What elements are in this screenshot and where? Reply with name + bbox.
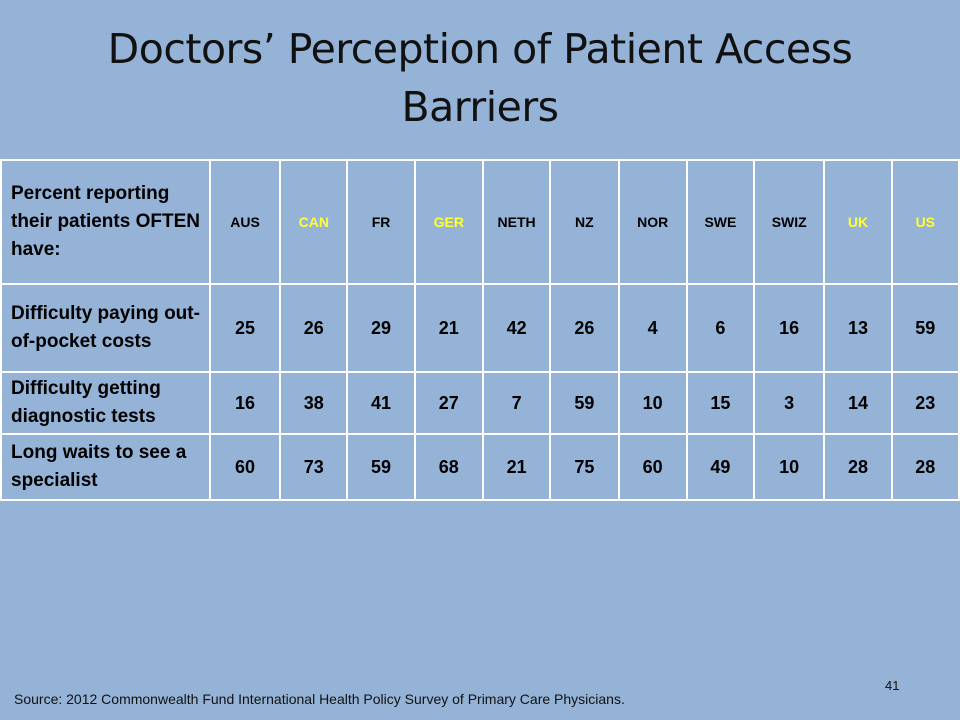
access-barriers-table: Percent reporting their patients OFTEN h… [0,159,960,501]
column-header: FR [346,159,416,285]
table-cell: 7 [481,371,552,435]
table-cell: 26 [279,283,349,373]
table-cell: 59 [890,283,960,373]
column-header: AUS [208,159,282,285]
table-cell: 28 [890,433,960,501]
table-cell: 60 [208,433,282,501]
column-header: US [890,159,960,285]
table-cell: 68 [413,433,484,501]
table-row: Long waits to see a specialist 60 73 59 … [0,433,960,501]
column-header: GER [413,159,484,285]
table-cell: 16 [753,283,826,373]
slide-title-line-1: Doctors’ Perception of Patient Access [107,25,853,73]
table-cell: 41 [346,371,416,435]
table-cell: 6 [685,283,756,373]
slide-title-line-2: Barriers [401,83,559,131]
column-header: NZ [549,159,620,285]
table-cell: 14 [823,371,893,435]
table-cell: 59 [346,433,416,501]
table-cell: 75 [549,433,620,501]
table-cell: 60 [617,433,688,501]
column-header: SWIZ [753,159,826,285]
table-cell: 23 [890,371,960,435]
header-label-cell: Percent reporting their patients OFTEN h… [0,159,211,285]
column-header: NETH [481,159,552,285]
slide-title: Doctors’ Perception of Patient Access Ba… [0,20,960,136]
table-cell: 10 [753,433,826,501]
source-note: Source: 2012 Commonwealth Fund Internati… [14,691,625,707]
table-cell: 16 [208,371,282,435]
table-cell: 15 [685,371,756,435]
table-cell: 25 [208,283,282,373]
table-cell: 27 [413,371,484,435]
table-cell: 13 [823,283,893,373]
table-cell: 21 [413,283,484,373]
table-cell: 59 [549,371,620,435]
column-header: UK [823,159,893,285]
table-cell: 3 [753,371,826,435]
table-cell: 10 [617,371,688,435]
table-cell: 49 [685,433,756,501]
table-row: Difficulty getting diagnostic tests 16 3… [0,371,960,435]
table-cell: 4 [617,283,688,373]
table-cell: 42 [481,283,552,373]
table-header-row: Percent reporting their patients OFTEN h… [0,159,960,285]
table-cell: 28 [823,433,893,501]
column-header: CAN [279,159,349,285]
table-cell: 38 [279,371,349,435]
table-cell: 29 [346,283,416,373]
column-header: SWE [685,159,756,285]
page-number: 41 [885,678,900,693]
table-cell: 21 [481,433,552,501]
table-row: Difficulty paying out-of-pocket costs 25… [0,283,960,373]
table-cell: 73 [279,433,349,501]
row-label: Long waits to see a specialist [0,433,211,501]
column-header: NOR [617,159,688,285]
row-label: Difficulty getting diagnostic tests [0,371,211,435]
table-cell: 26 [549,283,620,373]
row-label: Difficulty paying out-of-pocket costs [0,283,211,373]
